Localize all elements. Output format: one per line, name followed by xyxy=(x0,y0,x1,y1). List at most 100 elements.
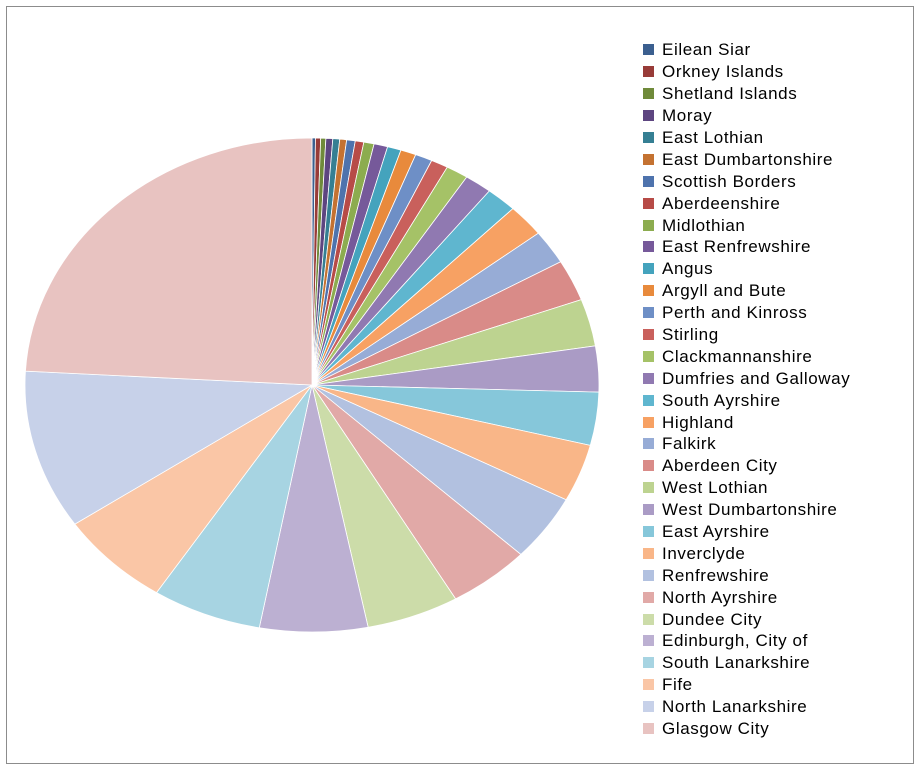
legend-item-eilean-siar: Eilean Siar xyxy=(643,39,850,61)
pie-slice-glasgow-city xyxy=(25,137,313,386)
legend-swatch xyxy=(643,701,654,713)
legend-swatch xyxy=(643,635,654,647)
legend-label: Fife xyxy=(662,675,693,695)
legend-item-east-renfrewshire: East Renfrewshire xyxy=(643,236,850,258)
legend-swatch xyxy=(643,416,654,428)
legend-item-glasgow-city: Glasgow City xyxy=(643,718,850,740)
legend-item-orkney-islands: Orkney Islands xyxy=(643,61,850,83)
legend-label: North Lanarkshire xyxy=(662,697,808,717)
legend-swatch xyxy=(643,88,654,100)
legend-swatch xyxy=(643,263,654,275)
legend-label: Clackmannanshire xyxy=(662,346,813,366)
legend-item-stirling: Stirling xyxy=(643,324,850,346)
legend-item-aberdeen-city: Aberdeen City xyxy=(643,455,850,477)
legend-item-west-lothian: West Lothian xyxy=(643,477,850,499)
legend-item-clackmannanshire: Clackmannanshire xyxy=(643,345,850,367)
legend-item-scottish-borders: Scottish Borders xyxy=(643,170,850,192)
legend-swatch xyxy=(643,482,654,494)
legend-item-aberdeenshire: Aberdeenshire xyxy=(643,192,850,214)
pie-slices xyxy=(24,137,600,633)
legend-swatch xyxy=(643,175,654,187)
legend-swatch xyxy=(643,504,654,516)
pie-slice-north-lanarkshire xyxy=(24,370,314,525)
legend-swatch xyxy=(643,132,654,143)
legend-item-moray: Moray xyxy=(643,105,850,127)
legend-label: Perth and Kinross xyxy=(662,303,808,323)
legend-swatch xyxy=(643,219,654,231)
legend-swatch xyxy=(643,307,654,319)
legend-swatch xyxy=(643,569,654,581)
legend-label: Glasgow City xyxy=(662,719,770,739)
legend-item-east-ayrshire: East Ayrshire xyxy=(643,521,850,543)
legend-item-east-dumbartonshire: East Dumbartonshire xyxy=(643,148,850,170)
legend-label: Midlothian xyxy=(662,215,746,235)
legend-item-fife: Fife xyxy=(643,674,850,696)
legend-swatch xyxy=(643,66,654,78)
legend-swatch xyxy=(643,460,654,472)
chart-area: Eilean Siar Orkney Islands Shetland Island… xyxy=(6,6,914,764)
legend-swatch xyxy=(643,372,654,384)
legend-item-north-lanarkshire: North Lanarkshire xyxy=(643,696,850,718)
legend-item-dundee-city: Dundee City xyxy=(643,608,850,630)
legend-label: Inverclyde xyxy=(662,543,746,563)
legend-item-highland: Highland xyxy=(643,411,850,433)
pie-slice-fife xyxy=(74,384,313,594)
legend-item-shetland-islands: Shetland Islands xyxy=(643,83,850,105)
legend-swatch xyxy=(643,679,654,691)
legend-label: South Lanarkshire xyxy=(662,653,811,673)
legend-label: Dumfries and Galloway xyxy=(662,368,851,388)
legend-item-edinburgh-city-of: Edinburgh, City of xyxy=(643,630,850,652)
legend-label: Stirling xyxy=(662,325,719,345)
legend-item-west-dumbartonshire: West Dumbartonshire xyxy=(643,499,850,521)
legend-swatch xyxy=(643,44,654,56)
legend-swatch xyxy=(643,350,654,362)
legend-swatch xyxy=(643,394,654,406)
legend-swatch xyxy=(643,613,654,625)
legend-swatch xyxy=(643,591,654,603)
legend-item-north-ayrshire: North Ayrshire xyxy=(643,586,850,608)
legend-label: Angus xyxy=(662,259,714,279)
legend-label: North Ayrshire xyxy=(662,587,778,607)
legend-item-dumfries-and-galloway: Dumfries and Galloway xyxy=(643,367,850,389)
pie-chart xyxy=(24,137,600,633)
legend-label: Highland xyxy=(662,412,734,432)
legend-label: East Renfrewshire xyxy=(662,237,812,257)
legend-item-inverclyde: Inverclyde xyxy=(643,542,850,564)
legend-item-renfrewshire: Renfrewshire xyxy=(643,564,850,586)
chart-legend: Eilean Siar Orkney Islands Shetland Island… xyxy=(643,39,850,740)
legend-label: Eilean Siar xyxy=(662,40,751,60)
legend-label: Shetland Islands xyxy=(662,84,798,104)
legend-swatch xyxy=(643,153,654,165)
legend-label: Aberdeenshire xyxy=(662,193,781,213)
legend-swatch xyxy=(643,285,654,297)
legend-item-midlothian: Midlothian xyxy=(643,214,850,236)
legend-item-east-lothian: East Lothian xyxy=(643,127,850,149)
legend-item-argyll-and-bute: Argyll and Bute xyxy=(643,280,850,302)
legend-swatch xyxy=(643,657,654,669)
legend-item-angus: Angus xyxy=(643,258,850,280)
legend-swatch xyxy=(643,197,654,209)
legend-label: East Dumbartonshire xyxy=(662,149,834,169)
legend-item-south-lanarkshire: South Lanarkshire xyxy=(643,652,850,674)
legend-label: Argyll and Bute xyxy=(662,281,787,301)
legend-label: West Dumbartonshire xyxy=(662,500,838,520)
legend-swatch xyxy=(643,438,654,450)
legend-swatch xyxy=(643,723,654,735)
legend-item-perth-and-kinross: Perth and Kinross xyxy=(643,302,850,324)
legend-label: East Ayrshire xyxy=(662,522,770,542)
legend-label: Renfrewshire xyxy=(662,565,770,585)
legend-label: South Ayrshire xyxy=(662,390,781,410)
legend-swatch xyxy=(643,110,654,122)
legend-label: East Lothian xyxy=(662,128,764,147)
legend-label: Aberdeen City xyxy=(662,456,778,476)
legend-swatch xyxy=(643,547,654,559)
legend-swatch xyxy=(643,329,654,341)
legend-label: Scottish Borders xyxy=(662,171,797,191)
legend-swatch xyxy=(643,241,654,253)
legend-label: Edinburgh, City of xyxy=(662,631,808,651)
legend-label: West Lothian xyxy=(662,478,769,498)
legend-item-falkirk: Falkirk xyxy=(643,433,850,455)
legend-swatch xyxy=(643,526,654,538)
legend-item-south-ayrshire: South Ayrshire xyxy=(643,389,850,411)
legend-label: Orkney Islands xyxy=(662,62,784,82)
